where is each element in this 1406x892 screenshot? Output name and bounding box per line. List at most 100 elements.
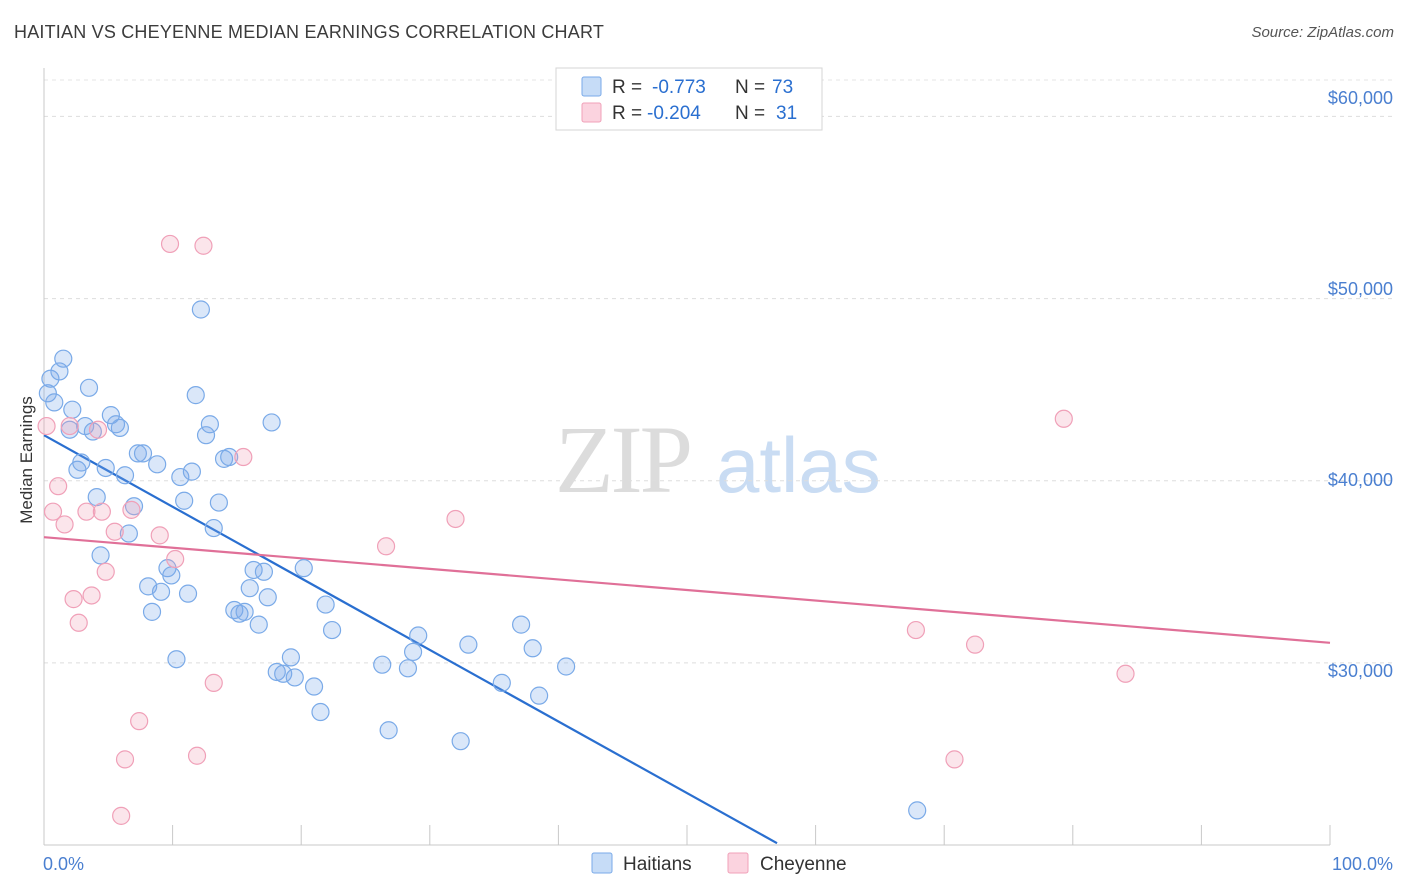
haitians-point (316, 595, 335, 614)
chart-title: HAITIAN VS CHEYENNE MEDIAN EARNINGS CORR… (14, 22, 605, 42)
chart-source: Source: ZipAtlas.com (1251, 24, 1394, 41)
cheyenne-point (88, 420, 108, 439)
haitians-point (274, 664, 293, 683)
haitians-point (204, 518, 223, 538)
cheyenne-point (376, 537, 396, 556)
haitians-point (175, 491, 194, 510)
legend-cheyenne-label: Cheyenne (760, 854, 847, 875)
cheyenne-point (945, 750, 964, 769)
r-value-haitians: -0.773 (652, 77, 706, 98)
cheyenne-point (77, 502, 96, 521)
cheyenne-point (105, 522, 124, 541)
haitians-point (178, 584, 198, 603)
r-value-cheyenne: -0.204 (647, 103, 701, 124)
haitians-point (451, 732, 470, 751)
haitians-point (110, 418, 129, 437)
haitians-point (209, 493, 228, 512)
haitians-point (492, 673, 511, 692)
y-tick-label: $60,000 (1328, 88, 1393, 108)
haitians-point (322, 620, 342, 640)
cheyenne-point (166, 549, 185, 569)
cheyenne-swatch (581, 102, 602, 123)
haitians-point (119, 524, 138, 543)
cheyenne-trend-line (43, 536, 1331, 644)
stats-legend: R = -0.773 N = 73 R = -0.204 N = 31 (555, 67, 823, 131)
cheyenne-point (115, 750, 135, 769)
haitians-point (379, 721, 398, 740)
cheyenne-point (160, 234, 180, 254)
haitians-point (63, 400, 82, 419)
haitians-point (101, 406, 120, 425)
haitians-point (240, 579, 259, 598)
cheyenne-points (37, 234, 1135, 825)
legend-haitians-swatch (591, 852, 613, 874)
cheyenne-point (49, 477, 68, 496)
haitians-point (258, 588, 277, 607)
n-value-cheyenne: 31 (776, 103, 797, 124)
cheyenne-point (82, 586, 101, 605)
haitians-point (148, 455, 167, 474)
haitians-point (91, 546, 110, 565)
cheyenne-point (1116, 664, 1135, 683)
haitians-point (459, 635, 478, 654)
haitians-point (285, 668, 304, 687)
haitians-point (220, 447, 239, 467)
haitians-point (311, 702, 330, 722)
haitians-swatch (581, 76, 602, 97)
n-label: N = (735, 103, 765, 124)
cheyenne-point (130, 712, 149, 731)
cheyenne-point (96, 562, 115, 581)
r-label: R = (612, 77, 642, 98)
y-axis-title: Median Earnings (17, 396, 36, 524)
cheyenne-point (92, 502, 111, 521)
haitians-point (54, 349, 73, 368)
cheyenne-point (122, 500, 141, 519)
haitians-point (162, 566, 181, 585)
cheyenne-point (64, 590, 83, 609)
cheyenne-point (204, 673, 223, 692)
cheyenne-point (446, 509, 465, 529)
watermark-zip: ZIP (555, 406, 690, 513)
cheyenne-point (1054, 409, 1073, 428)
haitians-point (409, 626, 428, 645)
haitians-point (182, 462, 201, 481)
x-tick-label-max: 100.0% (1332, 854, 1393, 874)
haitians-point (235, 602, 254, 621)
cheyenne-point (112, 806, 131, 825)
haitians-point (72, 453, 91, 472)
cheyenne-point (55, 515, 74, 534)
haitians-point (45, 393, 64, 412)
n-value-haitians: 73 (772, 77, 793, 98)
haitians-point (151, 582, 171, 601)
haitians-point (281, 648, 301, 667)
haitians-point (133, 444, 153, 463)
haitians-point (171, 467, 190, 487)
haitians-point (530, 686, 549, 705)
haitians-point (96, 458, 115, 478)
y-tick-label: $50,000 (1328, 279, 1393, 299)
haitians-point (294, 559, 313, 578)
haitians-point (191, 300, 210, 319)
cheyenne-point (194, 236, 213, 255)
haitians-point (200, 415, 219, 434)
haitians-point (373, 655, 392, 674)
cheyenne-point (69, 613, 88, 632)
haitians-point (79, 378, 99, 397)
data-points (37, 234, 1135, 825)
cheyenne-point (150, 526, 169, 545)
watermark-atlas: atlas (716, 421, 881, 509)
cheyenne-point (965, 635, 985, 654)
haitians-point (523, 639, 542, 658)
haitians-point (196, 426, 216, 445)
haitians-point (38, 384, 57, 403)
haitians-point (262, 413, 281, 432)
y-tick-label: $30,000 (1328, 661, 1393, 681)
cheyenne-point (187, 746, 207, 765)
haitians-point (142, 602, 162, 621)
haitians-point (398, 659, 418, 678)
haitians-point (512, 615, 531, 634)
x-tick-label-min: 0.0% (43, 854, 84, 874)
cheyenne-point (906, 620, 926, 640)
cheyenne-point (37, 416, 56, 436)
